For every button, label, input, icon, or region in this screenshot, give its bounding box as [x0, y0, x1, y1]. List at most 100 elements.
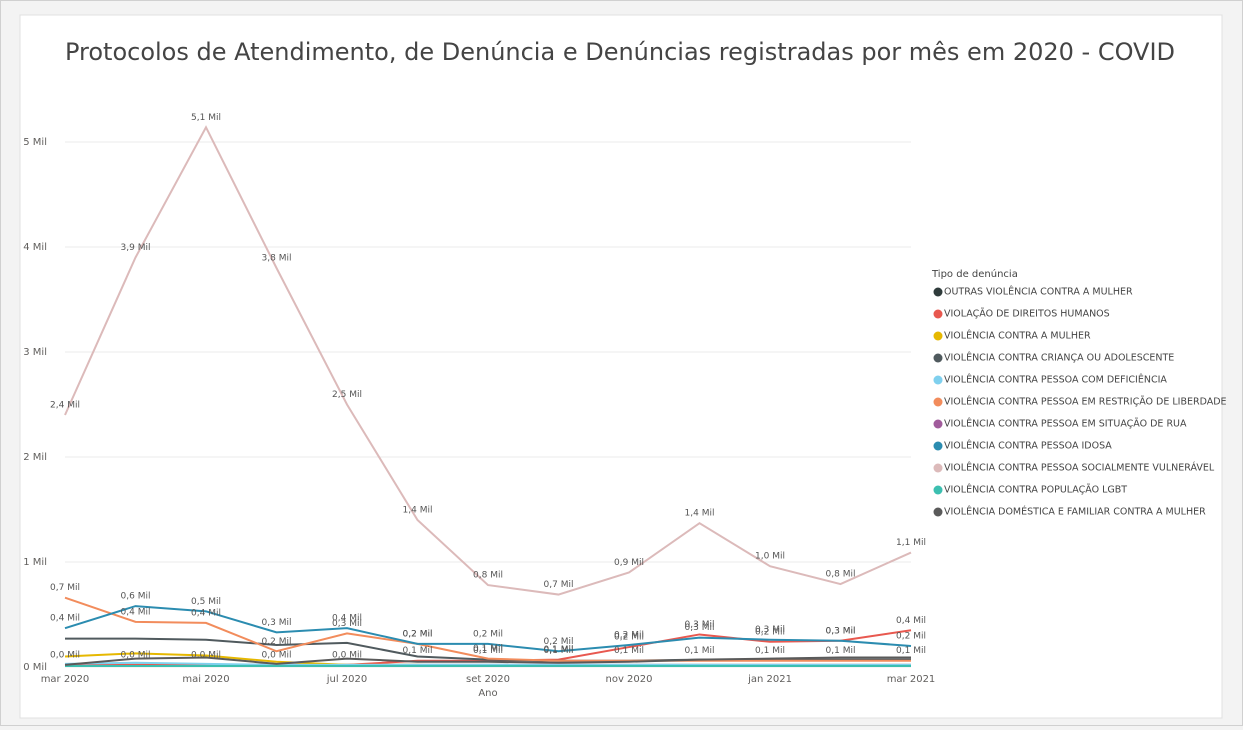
- data-label: 0,2 Mil: [755, 627, 785, 637]
- legend-title: Tipo de denúncia: [931, 268, 1018, 280]
- data-label: 0,4 Mil: [896, 616, 926, 626]
- legend-label: VIOLÊNCIA CONTRA PESSOA COM DEFICIÊNCIA: [944, 374, 1167, 386]
- data-label: 0,3 Mil: [685, 623, 715, 633]
- x-axis-title: Ano: [478, 688, 497, 699]
- series-line: [65, 629, 912, 666]
- data-label: 0,0 Mil: [121, 650, 151, 660]
- data-label: 0,7 Mil: [50, 583, 80, 593]
- data-label: 0,2 Mil: [614, 633, 644, 643]
- x-tick-label: jan 2021: [747, 674, 792, 685]
- series-line: [64, 661, 911, 666]
- x-tick-label: set 2020: [466, 674, 510, 685]
- legend-marker: [933, 419, 943, 429]
- legend-marker: [933, 309, 943, 319]
- data-label: 0,1 Mil: [896, 646, 926, 656]
- y-tick-label: 3 Mil: [23, 347, 47, 358]
- data-label: 3,9 Mil: [121, 243, 151, 253]
- legend-marker: [933, 397, 943, 407]
- legend-label: VIOLÊNCIA CONTRA PESSOA SOCIALMENTE VULN…: [944, 462, 1215, 474]
- data-label: 0,9 Mil: [614, 558, 644, 568]
- series-line: [64, 605, 912, 653]
- legend-marker: [933, 375, 943, 385]
- data-label: 0,7 Mil: [544, 580, 574, 590]
- series-line: [65, 637, 911, 662]
- data-label: 0,1 Mil: [685, 646, 715, 656]
- data-label: 0,1 Mil: [544, 645, 574, 655]
- data-label: 0,0 Mil: [262, 650, 292, 660]
- data-label: 0,4 Mil: [50, 614, 80, 624]
- data-label: 0,0 Mil: [50, 650, 80, 660]
- data-label: 5,1 Mil: [191, 113, 221, 123]
- y-tick-label: 2 Mil: [23, 452, 47, 463]
- legend-label: VIOLÊNCIA CONTRA PESSOA EM SITUAÇÃO DE R…: [944, 418, 1187, 430]
- data-label: 0,1 Mil: [403, 646, 433, 656]
- data-label: 0,2 Mil: [403, 629, 433, 639]
- y-tick-label: 1 Mil: [23, 557, 47, 568]
- legend-label: VIOLÊNCIA CONTRA A MULHER: [944, 330, 1091, 342]
- data-label: 1,4 Mil: [403, 506, 433, 516]
- data-label: 0,1 Mil: [614, 646, 644, 656]
- legend-label: VIOLÊNCIA CONTRA PESSOA EM RESTRIÇÃO DE …: [944, 396, 1227, 408]
- x-tick-label: nov 2020: [605, 674, 652, 685]
- data-label: 0,8 Mil: [473, 571, 503, 581]
- data-label: 0,3 Mil: [755, 625, 785, 635]
- data-label: 0,6 Mil: [121, 592, 151, 602]
- data-label: 0,4 Mil: [332, 614, 362, 624]
- data-label: 0,2 Mil: [262, 637, 292, 647]
- x-tick-label: mar 2020: [41, 674, 90, 685]
- x-tick-label: mar 2021: [887, 674, 936, 685]
- data-label: 0,2 Mil: [614, 630, 644, 640]
- series-line: [64, 596, 911, 662]
- data-label: 0,0 Mil: [332, 650, 362, 660]
- legend-label: OUTRAS VIOLÊNCIA CONTRA A MULHER: [944, 286, 1133, 298]
- data-label: 0,3 Mil: [826, 626, 856, 636]
- data-label: 0,3 Mil: [262, 618, 292, 628]
- data-label: 0,3 Mil: [685, 620, 715, 630]
- data-label: 0,1 Mil: [473, 644, 503, 654]
- data-label: 0,5 Mil: [191, 597, 221, 607]
- data-label: 0,2 Mil: [896, 632, 926, 642]
- y-tick-label: 5 Mil: [23, 137, 47, 148]
- data-label: 0,2 Mil: [544, 637, 574, 647]
- legend-marker: [933, 485, 943, 495]
- legend-marker: [933, 331, 943, 341]
- data-label: 2,5 Mil: [332, 390, 362, 400]
- legend-marker: [933, 353, 943, 363]
- data-label: 0,3 Mil: [826, 626, 856, 636]
- legend-label: VIOLÊNCIA DOMÉSTICA E FAMILIAR CONTRA A …: [944, 506, 1206, 518]
- legend-marker: [933, 507, 943, 517]
- data-label: 1,1 Mil: [896, 538, 926, 548]
- x-tick-label: jul 2020: [326, 674, 368, 685]
- data-label: 0,1 Mil: [544, 646, 574, 656]
- data-label: 0,8 Mil: [826, 570, 856, 580]
- y-tick-label: 4 Mil: [23, 242, 47, 253]
- x-tick-label: mai 2020: [182, 674, 229, 685]
- legend-label: VIOLAÇÃO DE DIREITOS HUMANOS: [944, 309, 1110, 320]
- legend-label: VIOLÊNCIA CONTRA PESSOA IDOSA: [944, 440, 1112, 452]
- data-label: 0,1 Mil: [755, 646, 785, 656]
- data-label: 0,3 Mil: [332, 619, 362, 629]
- data-label: 0,2 Mil: [403, 629, 433, 639]
- data-label: 0,1 Mil: [473, 646, 503, 656]
- legend-label: VIOLÊNCIA CONTRA CRIANÇA OU ADOLESCENTE: [944, 352, 1174, 364]
- chart-title: Protocolos de Atendimento, de Denúncia e…: [65, 38, 1175, 66]
- data-label: 0,4 Mil: [121, 607, 151, 617]
- card: [19, 14, 1223, 719]
- series-line: [64, 656, 911, 666]
- legend-label: VIOLÊNCIA CONTRA POPULAÇÃO LGBT: [944, 484, 1127, 496]
- data-label: 3,8 Mil: [262, 254, 292, 264]
- data-label: 1,4 Mil: [685, 509, 715, 519]
- data-label: 0,2 Mil: [473, 629, 503, 639]
- data-label: 1,0 Mil: [755, 552, 785, 562]
- legend-marker: [933, 287, 943, 297]
- data-label: 2,4 Mil: [50, 401, 80, 411]
- y-tick-label: 0 Mil: [23, 662, 47, 673]
- data-label: 0,0 Mil: [191, 650, 221, 660]
- legend-marker: [933, 463, 943, 473]
- series-line: [64, 125, 912, 596]
- data-label: 0,4 Mil: [191, 608, 221, 618]
- legend-marker: [933, 441, 943, 451]
- data-label: 0,1 Mil: [826, 646, 856, 656]
